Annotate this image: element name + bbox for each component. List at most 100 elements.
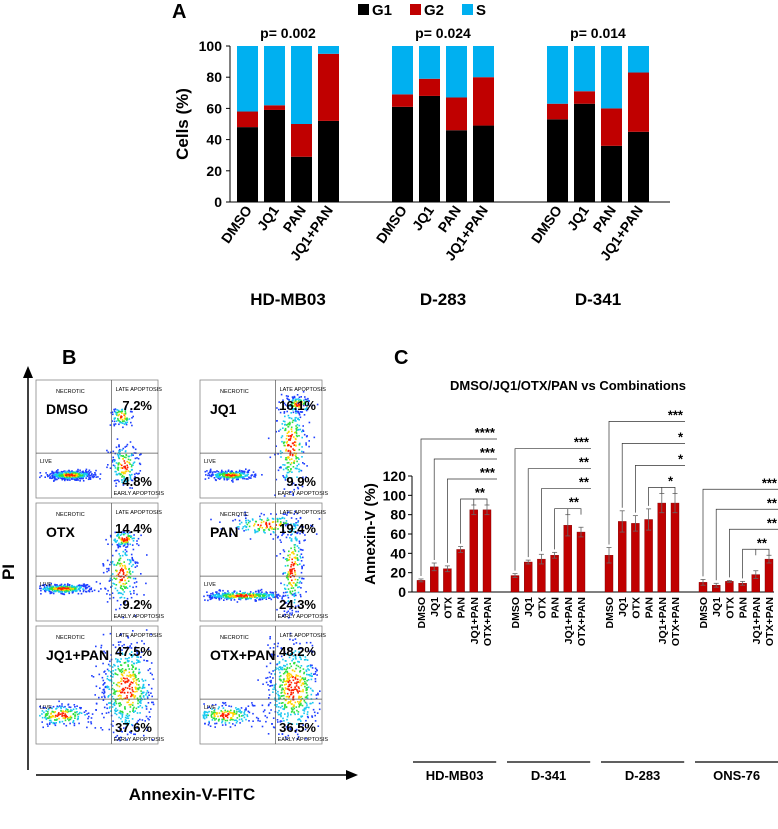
flow-event-dot <box>277 711 279 714</box>
flow-event-dot <box>295 729 298 732</box>
flow-event-dot <box>146 729 148 732</box>
flow-event-dot <box>292 655 295 657</box>
y-tick-label: 60 <box>206 100 222 116</box>
flow-event-dot <box>303 433 306 436</box>
flow-event-dot <box>305 702 308 705</box>
flow-event-dot <box>284 670 287 673</box>
flow-event-dot <box>228 705 230 707</box>
flow-event-dot <box>313 711 316 714</box>
flow-event-dot <box>298 468 300 471</box>
flow-event-dot <box>238 710 240 713</box>
flow-event-dot <box>47 708 50 711</box>
flow-event-dot <box>297 686 300 688</box>
flow-event-dot <box>301 456 303 458</box>
flow-event-dot <box>66 585 69 588</box>
flow-event-dot <box>116 409 118 411</box>
flow-event-dot <box>272 677 274 679</box>
flow-event-dot <box>240 521 243 524</box>
flow-event-dot <box>211 595 213 597</box>
flow-event-dot <box>121 678 123 681</box>
flow-event-dot <box>294 544 297 546</box>
flow-event-dot <box>249 596 252 598</box>
flow-event-dot <box>113 460 116 463</box>
flow-event-dot <box>291 579 293 582</box>
flow-event-dot <box>294 402 297 405</box>
flow-event-dot <box>242 476 245 478</box>
flow-event-dot <box>79 480 81 482</box>
flow-event-dot <box>119 641 122 643</box>
flow-event-dot <box>89 475 91 477</box>
flow-event-dot <box>240 470 243 472</box>
flow-event-dot <box>73 704 76 706</box>
flow-event-dot <box>131 479 134 482</box>
flow-event-dot <box>302 451 305 453</box>
flow-event-dot <box>229 533 232 535</box>
flow-event-dot <box>280 715 282 718</box>
flow-event-dot <box>302 391 305 393</box>
flow-treatment-label: JQ1+PAN <box>46 647 109 663</box>
flow-event-dot <box>271 591 273 594</box>
flow-event-dot <box>227 476 230 478</box>
flow-event-dot <box>272 596 274 598</box>
flow-event-dot <box>276 517 279 520</box>
p-value-label: p= 0.024 <box>415 25 471 41</box>
legend-label-s: S <box>476 2 486 19</box>
flow-event-dot <box>243 477 246 480</box>
significance-label: ** <box>475 485 486 500</box>
flow-event-dot <box>279 720 282 722</box>
flow-event-dot <box>72 590 74 592</box>
flow-event-dot <box>219 474 221 476</box>
flow-event-dot <box>304 680 306 683</box>
panel-label-a: A <box>172 1 186 23</box>
quadrant-label-early: EARLY APOPTOSIS <box>278 614 329 620</box>
flow-event-dot <box>73 586 75 588</box>
flow-event-dot <box>241 527 244 530</box>
flow-event-dot <box>304 728 307 731</box>
flow-event-dot <box>303 401 306 403</box>
flow-event-dot <box>304 677 307 679</box>
flow-event-dot <box>136 565 138 567</box>
flow-event-dot <box>114 538 116 541</box>
flow-event-dot <box>131 571 134 573</box>
flow-event-dot <box>296 723 298 725</box>
flow-event-dot <box>274 453 276 456</box>
flow-event-dot <box>42 726 44 729</box>
flow-event-dot <box>258 595 261 597</box>
flow-event-dot <box>230 472 232 474</box>
flow-event-dot <box>129 459 132 461</box>
flow-event-dot <box>293 567 295 570</box>
flow-event-dot <box>259 589 262 592</box>
flow-event-dot <box>318 708 321 711</box>
flow-event-dot <box>77 717 79 720</box>
flow-event-dot <box>261 519 263 521</box>
flow-event-dot <box>214 703 217 706</box>
flow-event-dot <box>63 473 66 475</box>
flow-event-dot <box>231 479 234 481</box>
flow-event-dot <box>55 588 58 590</box>
flow-event-dot <box>120 730 122 732</box>
flow-event-dot <box>224 470 227 473</box>
flow-event-dot <box>289 722 291 725</box>
flow-event-dot <box>204 713 206 716</box>
flow-event-dot <box>294 731 297 733</box>
flow-event-dot <box>253 704 256 707</box>
flow-event-dot <box>280 720 283 723</box>
flow-event-dot <box>120 633 123 635</box>
flow-event-dot <box>67 583 69 585</box>
flow-event-dot <box>299 469 302 472</box>
flow-event-dot <box>291 403 293 405</box>
flow-event-dot <box>58 717 60 720</box>
flow-event-dot <box>217 719 220 721</box>
flow-event-dot <box>282 557 285 559</box>
flow-event-dot <box>294 713 296 716</box>
flow-event-dot <box>280 668 282 671</box>
flow-event-dot <box>108 688 110 690</box>
flow-event-dot <box>118 712 121 714</box>
flow-event-dot <box>124 543 127 546</box>
flow-event-dot <box>265 598 268 600</box>
flow-event-dot <box>296 394 299 396</box>
flow-event-dot <box>125 714 128 717</box>
flow-event-dot <box>288 667 291 669</box>
significance-label: * <box>678 451 684 466</box>
